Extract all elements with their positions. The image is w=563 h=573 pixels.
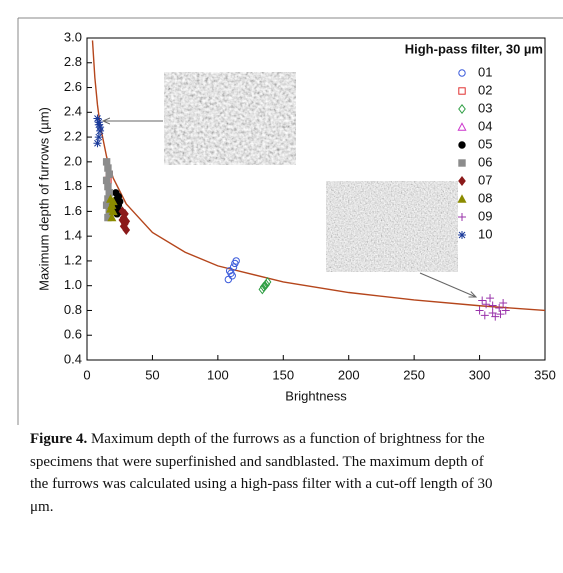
point [231,259,239,268]
y-tick-label: 1.8 [64,178,82,193]
point [480,311,489,320]
x-tick-label: 350 [534,367,556,382]
point [94,118,103,127]
chart: Maximum depth of furrows (µm) Brightness… [17,17,563,425]
x-tick-label: 300 [469,367,491,382]
y-tick-label: 1.4 [64,228,82,243]
inset-image [326,181,458,272]
caption-text: Maximum depth of the furrows as a functi… [30,431,493,515]
legend-marker [458,69,466,77]
point [488,301,497,310]
y-tick-label: 1.6 [64,203,82,218]
point [104,182,112,191]
legend-marker [458,103,466,115]
y-tick-label: 2.0 [64,153,82,168]
y-tick-label: 2.8 [64,54,82,69]
y-tick-label: 1.2 [64,252,82,267]
legend-label: 08 [478,190,492,205]
caption-label: Figure 4. [30,431,88,447]
point [96,123,105,132]
legend-marker [458,87,466,95]
legend-label: 05 [478,136,492,151]
legend-title: High-pass filter, 30 µm [405,41,543,56]
legend-marker [458,231,466,239]
point [496,310,505,319]
point [102,176,111,185]
legend-label: 09 [478,208,492,223]
point [482,300,491,309]
x-tick-label: 150 [272,367,294,382]
x-tick-label: 50 [145,367,159,382]
fit-curve [91,40,546,312]
legend-label: 01 [478,64,492,79]
y-tick-label: 0.4 [64,351,82,366]
point [108,196,118,206]
x-tick-label: 200 [338,367,360,382]
x-tick-label: 100 [207,367,229,382]
legend-label: 06 [478,154,492,169]
point [102,158,111,166]
y-tick-label: 2.6 [64,79,82,94]
point [93,114,102,123]
point [259,281,268,292]
point [105,170,113,178]
arrow [419,272,476,297]
point [495,303,504,312]
legend-label: 07 [478,172,492,187]
caption: Figure 4. Maximum depth of the furrows a… [30,428,500,518]
legend-marker [458,175,466,187]
point [475,306,484,315]
point [224,275,233,284]
y-tick-label: 1.0 [64,277,82,292]
point [116,197,124,206]
legend-marker [458,141,466,149]
legend-marker [457,194,467,203]
point [93,139,102,148]
point [499,299,508,308]
point [118,215,127,226]
point [228,272,236,280]
point [258,284,267,295]
legend-label: 02 [478,82,492,97]
point [478,296,487,305]
point [107,212,117,222]
plot-frame [86,37,546,361]
y-tick-label: 3.0 [64,29,82,44]
point [229,263,238,271]
point [491,312,500,321]
x-axis-label: Brightness [285,388,347,403]
legend-label: 04 [478,118,492,133]
point [262,279,271,290]
x-tick-label: 0 [83,367,90,382]
point [486,294,495,303]
x-tick-label: 250 [403,367,425,382]
legend-marker [458,159,466,167]
legend-label: 10 [478,226,492,241]
y-axis-label: Maximum depth of furrows (µm) [36,107,51,291]
point [105,189,113,197]
point [94,133,103,142]
y-tick-label: 0.6 [64,327,82,342]
point [104,164,112,172]
point [501,306,510,315]
y-tick-label: 2.2 [64,129,82,144]
legend-marker [458,213,466,221]
inset-image [164,72,296,165]
legend-label: 03 [478,100,492,115]
point [106,204,116,213]
y-tick-label: 2.4 [64,104,82,119]
y-tick-label: 0.8 [64,302,82,317]
legend-marker [457,122,467,131]
